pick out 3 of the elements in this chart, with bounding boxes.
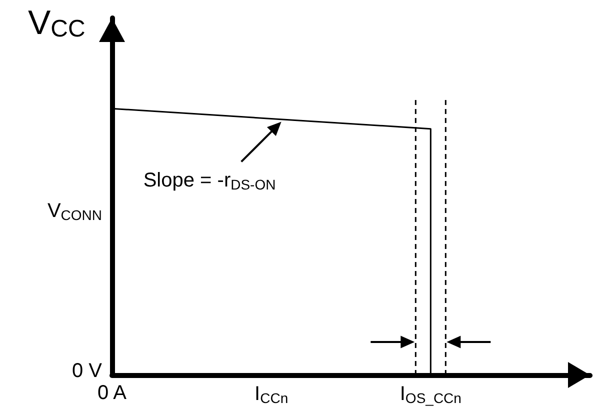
y-axis-title: VCC: [28, 4, 86, 42]
text: 0 V: [72, 360, 103, 382]
x-tick-label: 0 A: [98, 382, 128, 404]
